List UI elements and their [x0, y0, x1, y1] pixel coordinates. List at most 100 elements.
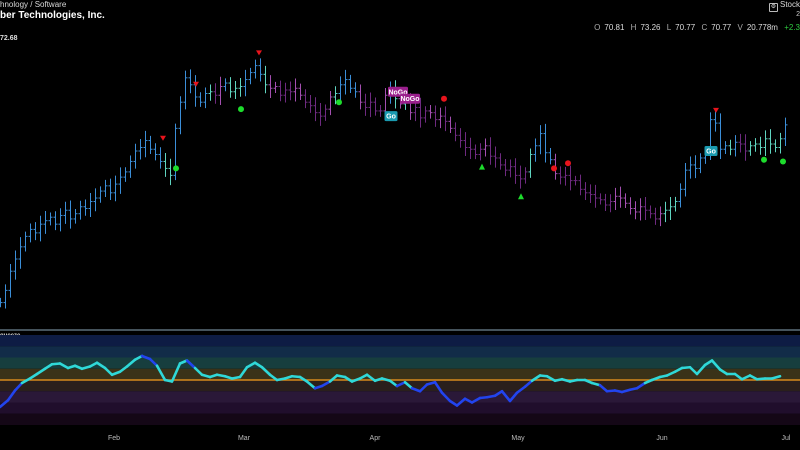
price-bar — [288, 81, 293, 101]
osc-segment — [110, 370, 122, 377]
price-bar — [33, 222, 38, 241]
x-tick-label: May — [511, 435, 525, 442]
price-bar — [498, 153, 503, 170]
price-bar — [718, 113, 723, 159]
price-bar — [543, 123, 548, 163]
price-bar — [418, 97, 423, 128]
osc-segment — [88, 361, 99, 368]
price-bar — [38, 215, 43, 242]
price-bar — [533, 138, 538, 162]
price-bar — [608, 194, 613, 213]
price-bar — [493, 146, 498, 168]
osc-segment — [598, 383, 609, 393]
price-bar — [563, 166, 568, 186]
change-value: +2.3 — [784, 23, 800, 32]
stock-menu[interactable]: ⚙ Stock — [768, 0, 800, 12]
price-bar — [128, 155, 133, 178]
osc-segment — [718, 368, 729, 376]
osc-segment — [193, 366, 204, 377]
osc-segment — [320, 380, 332, 388]
osc-band-1 — [0, 346, 800, 358]
x-tick-label: Apr — [370, 435, 382, 442]
price-bar — [463, 132, 468, 156]
price-bar — [453, 122, 458, 142]
osc-segment — [13, 381, 24, 392]
price-bar — [628, 197, 633, 215]
price-bar — [293, 78, 298, 102]
osc-segment — [523, 379, 534, 389]
price-bar — [598, 193, 603, 205]
price-bar — [63, 201, 68, 224]
price-bar — [333, 86, 338, 105]
osc-segment — [350, 377, 362, 383]
price-bar — [468, 137, 473, 159]
osc-segment — [710, 359, 722, 371]
company-name: ber Technologies, Inc. — [0, 10, 105, 21]
osc-segment — [620, 388, 632, 394]
price-bar — [368, 92, 373, 118]
low-key: L — [666, 23, 672, 32]
osc-segment — [395, 380, 407, 388]
price-bar — [283, 82, 288, 103]
signal-dot-up — [336, 99, 342, 106]
price-bar — [473, 144, 478, 160]
osc-segment — [695, 363, 707, 376]
osc-segment — [140, 354, 152, 361]
price-bar — [438, 107, 443, 129]
price-bar — [303, 89, 308, 109]
price-bar — [43, 210, 48, 234]
price-bar — [218, 76, 223, 105]
price-bar — [663, 201, 668, 223]
osc-segment — [365, 373, 377, 383]
osc-segment — [238, 365, 249, 379]
price-bar — [443, 106, 448, 132]
price-bar — [603, 193, 608, 211]
osc-segment — [380, 377, 392, 383]
price-bar — [693, 155, 698, 179]
price-bar — [158, 147, 163, 169]
signal-go-box — [704, 145, 718, 156]
price-bar — [323, 104, 328, 121]
header-row2-right: 2 — [796, 11, 800, 18]
osc-segment — [545, 374, 557, 383]
signal-dot-up — [238, 106, 244, 113]
price-bar — [673, 196, 678, 212]
price-bar — [423, 106, 428, 123]
price-bar — [238, 78, 243, 97]
price-bar — [738, 133, 743, 153]
price-bar — [8, 264, 13, 298]
osc-segment — [410, 386, 422, 393]
price-bar — [488, 137, 493, 165]
price-bar — [83, 199, 88, 216]
osc-segment — [740, 374, 752, 381]
osc-segment — [253, 361, 264, 369]
osc-segment — [335, 374, 347, 379]
osc-segment — [80, 365, 92, 371]
price-bar — [53, 211, 58, 231]
price-bar — [233, 81, 238, 99]
volume-value: 20.778m — [746, 23, 778, 32]
price-bar — [308, 94, 313, 113]
osc-segment — [485, 394, 497, 399]
signal-triangle-up — [479, 163, 485, 170]
price-bar — [578, 174, 583, 196]
signal-go-label: Go — [386, 114, 396, 121]
price-bar — [173, 123, 178, 181]
price-bar — [223, 78, 228, 92]
osc-segment — [680, 365, 692, 370]
osc-segment — [328, 374, 339, 383]
osc-segment — [170, 362, 182, 383]
osc-segment — [448, 399, 459, 407]
osc-segment — [470, 396, 482, 404]
volume-key: V — [737, 23, 743, 32]
price-bar — [208, 84, 213, 101]
osc-segment — [28, 372, 39, 380]
price-bar — [358, 84, 363, 110]
osc-segment — [20, 377, 32, 385]
osc-segment — [118, 365, 129, 374]
price-bar — [658, 206, 663, 227]
price-bar — [338, 76, 343, 102]
oscillator-line — [0, 354, 782, 409]
price-bar — [573, 175, 578, 186]
price-bar — [88, 193, 93, 217]
